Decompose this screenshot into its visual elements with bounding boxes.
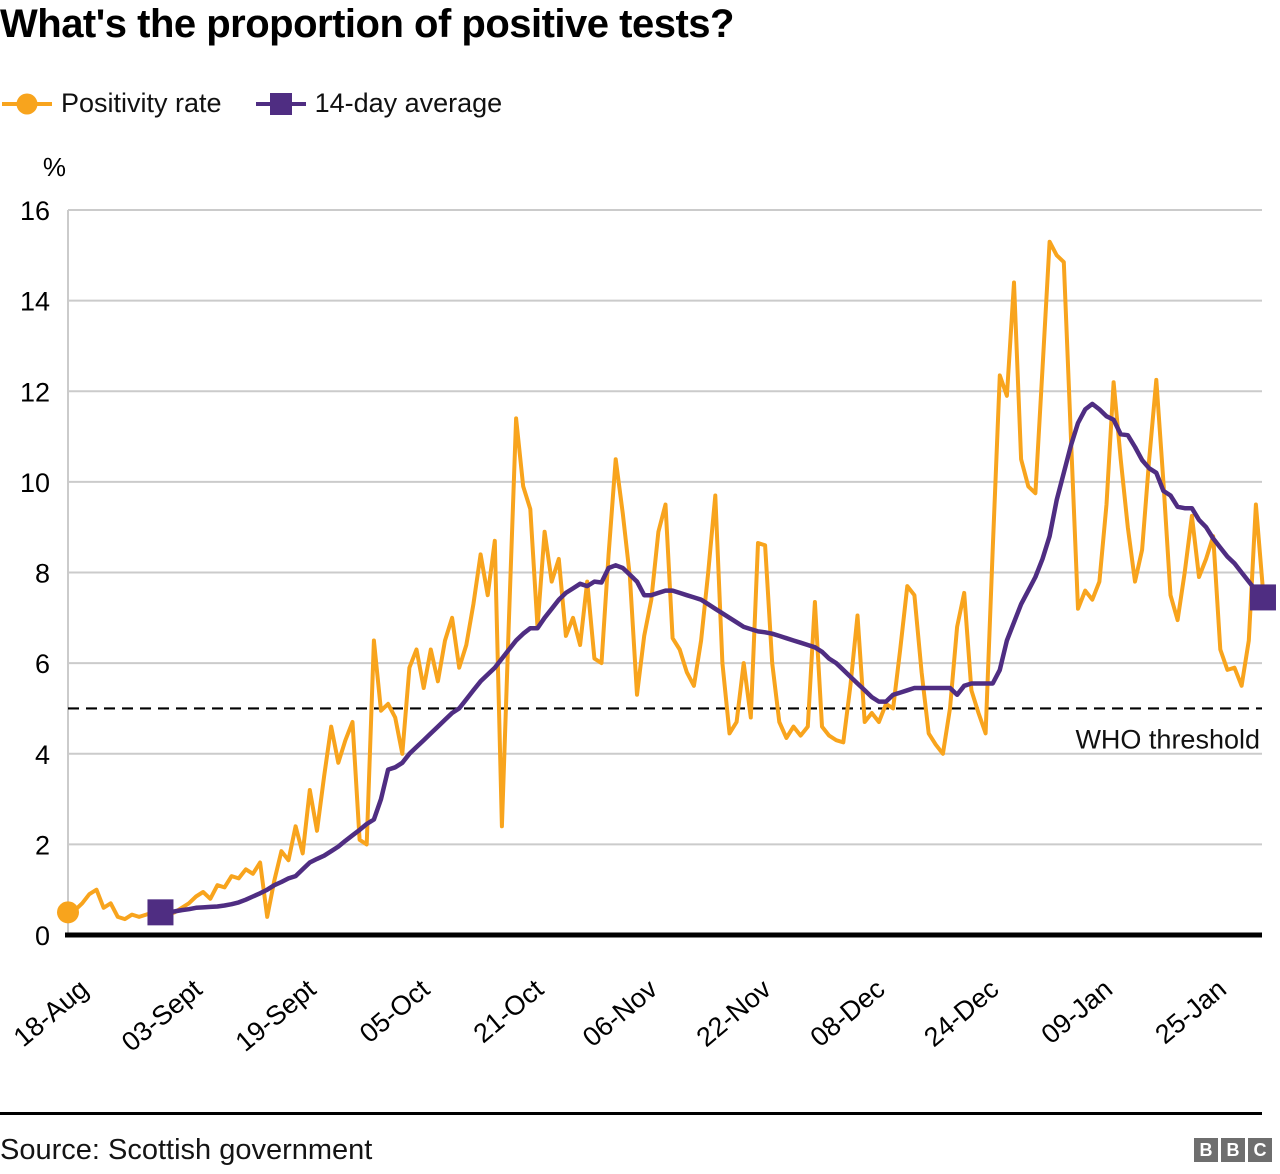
bbc-logo-block: B: [1221, 1138, 1245, 1162]
legend-label-positivity-rate: Positivity rate: [61, 88, 222, 118]
x-tick-label-03-Sept: 03-Sept: [116, 973, 208, 1057]
x-tick-label-19-Sept: 19-Sept: [230, 973, 322, 1057]
14-day-average-marker: [147, 899, 174, 926]
bbc-logo-block: C: [1248, 1138, 1272, 1162]
y-tick-label-6: 6: [35, 649, 50, 679]
y-tick-label-2: 2: [35, 830, 50, 860]
y-tick-label-4: 4: [35, 740, 50, 770]
legend-item-positivity-rate: Positivity rate: [2, 88, 222, 119]
footer: Source: Scottish government B B C: [0, 1130, 1272, 1170]
14-day-average-marker: [1249, 584, 1276, 611]
positivity-rate-marker-icon: [2, 93, 52, 114]
legend-item-14-day-average: 14-day average: [255, 88, 503, 119]
positivity-rate-marker: [57, 901, 79, 924]
legend: Positivity rate 14-day average: [2, 88, 502, 119]
y-tick-label-8: 8: [35, 559, 50, 589]
y-tick-label-12: 12: [20, 377, 50, 407]
x-tick-label-08-Dec: 08-Dec: [805, 974, 891, 1053]
x-tick-label-25-Jan: 25-Jan: [1149, 974, 1232, 1050]
legend-label-14-day-average: 14-day average: [314, 88, 503, 118]
x-tick-label-21-Oct: 21-Oct: [468, 973, 550, 1048]
x-tick-label-22-Nov: 22-Nov: [691, 973, 777, 1052]
chart-title: What's the proportion of positive tests?: [0, 2, 734, 46]
average-marker-icon: [255, 92, 306, 115]
y-axis-unit-label: %: [43, 152, 66, 182]
positivity-rate-line: [66, 239, 1265, 922]
who-threshold-label: WHO threshold: [1075, 724, 1260, 754]
bbc-logo: B B C: [1194, 1138, 1272, 1162]
y-tick-label-10: 10: [20, 468, 50, 498]
x-tick-label-05-Oct: 05-Oct: [354, 973, 436, 1048]
x-tick-label-18-Aug: 18-Aug: [8, 974, 94, 1053]
y-tick-label-16: 16: [20, 196, 50, 226]
source-text: Source: Scottish government: [0, 1133, 373, 1166]
x-tick-label-06-Nov: 06-Nov: [577, 973, 663, 1052]
x-tick-label-24-Dec: 24-Dec: [918, 974, 1004, 1053]
bbc-logo-block: B: [1194, 1138, 1218, 1162]
y-tick-label-0: 0: [35, 921, 50, 951]
y-tick-label-14: 14: [20, 287, 50, 317]
14-day-average-line: [158, 401, 1266, 915]
line-chart: 0 2 4 6 8 10 12 14 16% WHO threshold 18-Aug 03-Sept…: [8, 152, 1276, 1057]
footer-divider: [0, 1112, 1262, 1115]
x-tick-label-09-Jan: 09-Jan: [1036, 974, 1119, 1050]
